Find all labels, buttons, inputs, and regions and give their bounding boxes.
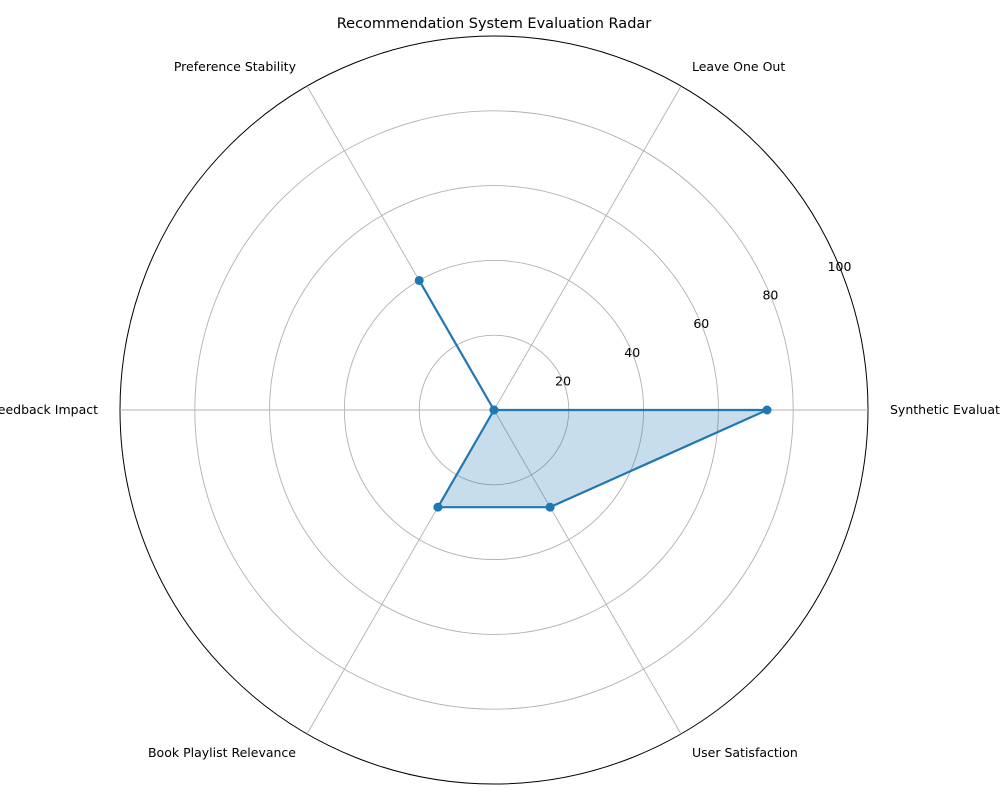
r-tick-label: 60 <box>693 316 709 331</box>
spoke-line <box>493 85 682 411</box>
axis-label: Leave One Out <box>692 59 785 74</box>
axis-label: Synthetic Evaluation <box>890 402 1000 417</box>
chart-title: Recommendation System Evaluation Radar <box>337 16 652 32</box>
axis-label: Feedback Impact <box>0 402 98 417</box>
labels: 20 40 60 80 100 Synthetic Evaluation Leave One… <box>0 59 1000 760</box>
axis-label: Preference Stability <box>174 59 297 74</box>
series-fill <box>419 280 768 508</box>
grid <box>119 35 869 785</box>
data-point <box>489 405 499 415</box>
r-tick-label: 40 <box>624 345 640 360</box>
r-tick-label: 20 <box>555 373 571 388</box>
data-point <box>762 405 772 415</box>
data-point <box>545 502 555 512</box>
axis-label: User Satisfaction <box>692 745 798 760</box>
spoke-line <box>493 409 682 735</box>
r-tick-label: 80 <box>762 288 778 303</box>
data-point <box>414 275 424 285</box>
axis-label: Book Playlist Relevance <box>148 745 296 760</box>
series <box>414 275 772 512</box>
r-tick-label: 100 <box>828 259 852 274</box>
data-point <box>433 502 443 512</box>
